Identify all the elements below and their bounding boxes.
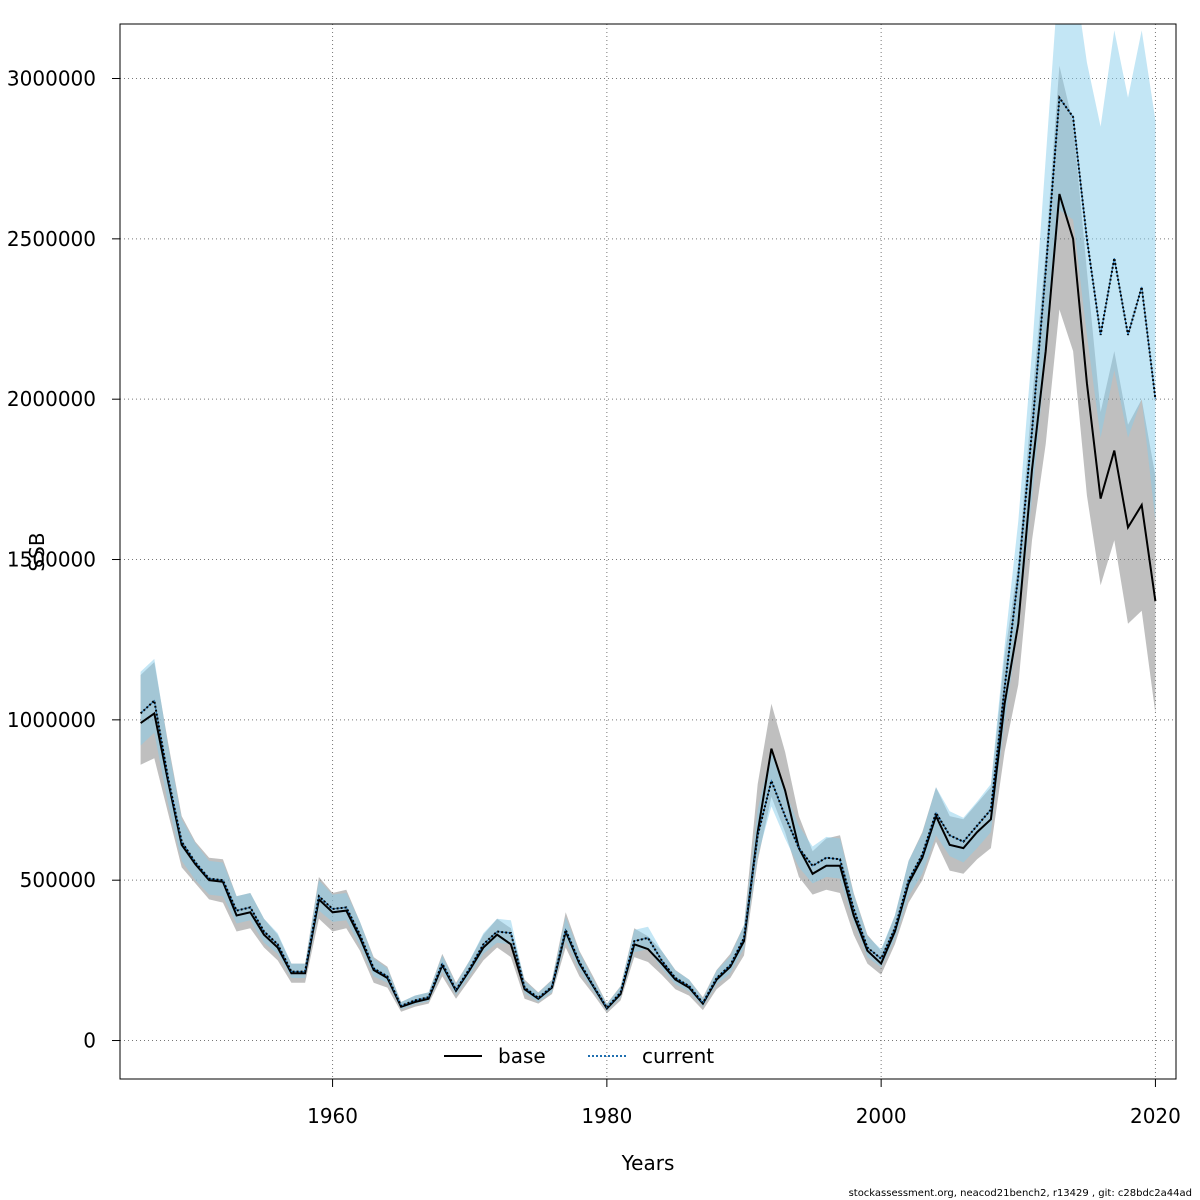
plot-frame xyxy=(119,23,1177,1080)
y-axis-title: SSB xyxy=(25,532,49,571)
current-line-accent xyxy=(140,96,1156,1009)
y-tick-label: 0 xyxy=(83,1029,96,1053)
base-line xyxy=(140,193,1157,1011)
y-tick-label: 1500000 xyxy=(7,548,96,572)
series-lines xyxy=(139,94,1157,1011)
y-tick-label: 2000000 xyxy=(7,387,96,411)
y-tick-label: 2500000 xyxy=(7,227,96,251)
grid-lines xyxy=(120,24,1176,1079)
x-axis: 1960 1980 2000 2020 xyxy=(307,1079,1181,1128)
current-line xyxy=(139,94,1157,1010)
x-tick-label: 1960 xyxy=(307,1104,358,1128)
x-tick-label: 2000 xyxy=(856,1104,907,1128)
current-confidence-band xyxy=(140,24,1156,1011)
y-axis: 0 500000 1000000 1500000 2000000 2500000 30000… xyxy=(7,67,120,1053)
footer-credit: stockassessment.org, neacod21bench2, r13… xyxy=(849,1188,1192,1199)
base-confidence-band xyxy=(140,65,1156,1014)
x-axis-title: Years xyxy=(621,1151,675,1175)
x-tick-label: 2020 xyxy=(1130,1104,1181,1128)
x-tick-label: 1980 xyxy=(581,1104,632,1128)
legend: base current xyxy=(444,1044,714,1068)
y-tick-label: 1000000 xyxy=(7,708,96,732)
legend-current-label: current xyxy=(642,1044,714,1068)
legend-base-label: base xyxy=(498,1044,546,1068)
y-tick-label: 3000000 xyxy=(7,67,96,91)
y-tick-label: 500000 xyxy=(20,868,96,892)
confidence-bands xyxy=(140,24,1156,1014)
